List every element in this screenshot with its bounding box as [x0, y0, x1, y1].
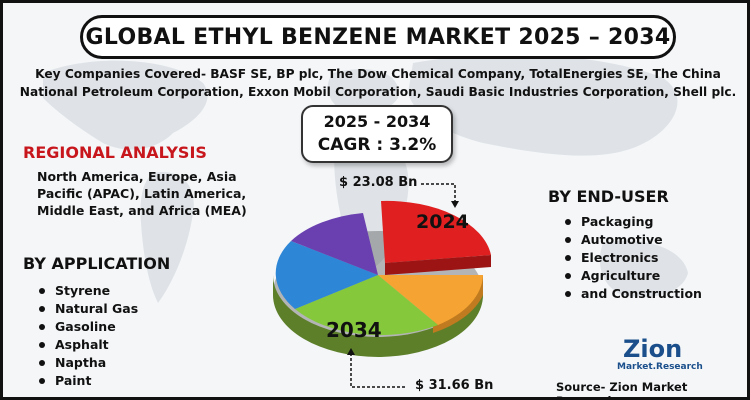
list-item: Natural Gas [37, 300, 138, 318]
start-year-label: 2024 [416, 211, 469, 233]
forecast-period: 2025 - 2034 [323, 112, 431, 131]
regional-analysis-text: North America, Europe, Asia Pacific (APA… [37, 169, 247, 218]
page-title: GLOBAL ETHYL BENZENE MARKET 2025 – 2034 [85, 24, 671, 50]
pie-slice-purple [291, 213, 378, 275]
title-banner: GLOBAL ETHYL BENZENE MARKET 2025 – 2034 [80, 15, 676, 59]
pie-slice-green [295, 275, 438, 336]
pie-slice-red-depth [385, 255, 491, 275]
end-user-list: Packaging Automotive Electronics Agricul… [563, 213, 702, 303]
logo-tagline: Market.Research [617, 362, 703, 372]
key-companies-text: Key Companies Covered- BASF SE, BP plc, … [19, 67, 737, 99]
list-item: Electronics [563, 249, 702, 267]
cagr-value: CAGR : 3.2% [317, 135, 437, 155]
regional-analysis-heading: REGIONAL ANALYSIS [23, 143, 207, 162]
logo-name: Zion [623, 335, 683, 363]
application-list: Styrene Natural Gas Gasoline Asphalt Nap… [37, 282, 138, 390]
end-value-label: $ 31.66 Bn [415, 378, 494, 393]
by-application-heading: BY APPLICATION [23, 254, 171, 273]
list-item: Paint [37, 372, 138, 390]
start-value-label: $ 23.08 Bn [339, 175, 418, 190]
pie-depth-orange [378, 275, 483, 333]
list-item: Gasoline [37, 318, 138, 336]
list-item: Asphalt [37, 336, 138, 354]
zion-logo: Zion Market.Research [615, 335, 705, 375]
by-end-user-heading: BY END-USER [548, 187, 669, 206]
pie-slice-orange [378, 275, 483, 325]
list-item: Naptha [37, 354, 138, 372]
pie-slice-red [381, 200, 491, 263]
list-item: Agriculture [563, 267, 702, 285]
market-pie-chart [273, 200, 491, 357]
list-item: Styrene [37, 282, 138, 300]
source-text: Source- Zion Market Research [556, 380, 688, 397]
end-year-label: 2034 [326, 318, 382, 342]
list-item: and Construction [563, 285, 702, 303]
pie-depth [273, 275, 483, 357]
leader-lines [347, 183, 459, 388]
list-item: Automotive [563, 231, 702, 249]
list-item: Packaging [563, 213, 702, 231]
forecast-box: 2025 - 2034 CAGR : 3.2% [301, 105, 453, 163]
pie-slice-blue [275, 241, 378, 309]
